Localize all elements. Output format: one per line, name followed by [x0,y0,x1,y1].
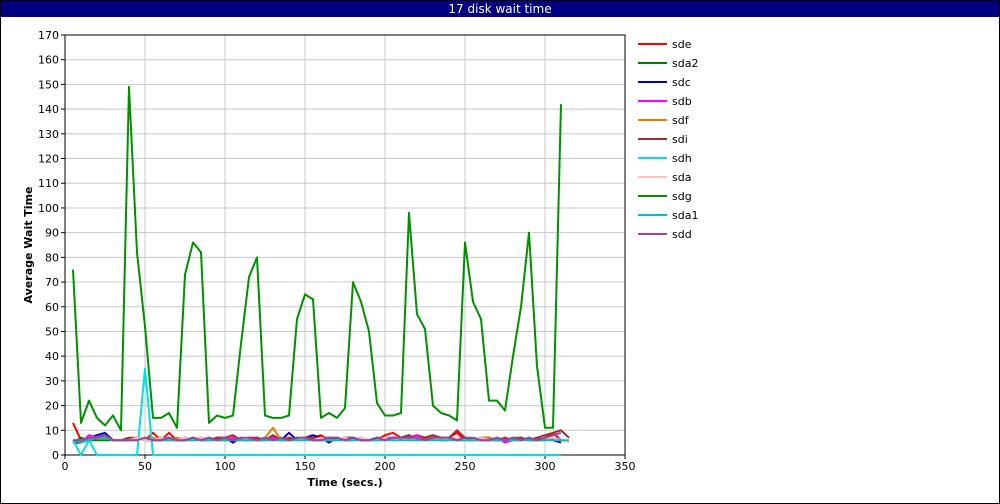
legend-label: sdb [672,95,692,108]
legend-item-sdf: sdf [638,114,690,127]
legend-label: sda2 [672,57,698,70]
y-tick-label: 100 [38,202,59,215]
legend-item-sdi: sdi [638,133,688,146]
legend-label: sdc [672,76,691,89]
chart-title-bar: 17 disk wait time [1,1,999,17]
legend-item-sdc: sdc [638,76,691,89]
legend-item-sda1: sda1 [638,209,698,222]
legend-label: sda [672,171,691,184]
y-tick-label: 140 [38,103,59,116]
y-tick-label: 130 [38,128,59,141]
series-line-sdh [72,367,561,456]
series-line-sdd [73,431,562,442]
legend-label: sda1 [672,209,698,222]
legend-label: sdh [672,152,692,165]
x-tick-label: 250 [455,460,476,473]
y-tick-label: 30 [45,375,59,388]
y-tick-label: 110 [38,177,59,190]
series-line-sdg [72,85,562,432]
legend-item-sdb: sdb [638,95,692,108]
x-tick-label: 200 [375,460,396,473]
legend-item-sdd: sdd [638,228,692,241]
legend-item-sde: sde [638,38,692,51]
y-tick-label: 40 [45,350,59,363]
y-tick-label: 150 [38,78,59,91]
series-lines [72,85,570,456]
legend-label: sdi [672,133,688,146]
y-tick-label: 120 [38,153,59,166]
axis-ticks: 0 10 20 30 40 50 60 70 80 90 100 110 120 130 140 150 160… [38,29,636,473]
x-tick-label: 350 [615,460,636,473]
legend-item-sdg: sdg [638,190,692,203]
y-axis-label: Average Wait Time [22,187,35,304]
x-tick-label: 50 [138,460,152,473]
y-tick-label: 50 [45,325,59,338]
x-tick-label: 0 [62,460,69,473]
y-tick-label: 90 [45,227,59,240]
legend-item-sda2: sda2 [638,57,698,70]
y-tick-label: 70 [45,276,59,289]
legend-label: sdf [672,114,690,127]
y-tick-label: 0 [52,449,59,462]
x-axis-label: Time (secs.) [307,476,382,489]
y-tick-label: 80 [45,251,59,264]
y-tick-label: 20 [45,400,59,413]
y-tick-label: 160 [38,54,59,67]
legend: sde sda2 sdc sdb sdf sdi sdh sda sdg sda1 sdd [638,38,698,241]
x-tick-label: 300 [535,460,556,473]
y-tick-label: 170 [38,29,59,42]
y-tick-label: 10 [45,424,59,437]
legend-label: sdd [672,228,692,241]
x-tick-label: 100 [215,460,236,473]
legend-label: sde [672,38,692,51]
legend-item-sda: sda [638,171,691,184]
y-tick-label: 60 [45,301,59,314]
legend-label: sdg [672,190,692,203]
x-tick-label: 150 [295,460,316,473]
legend-item-sdh: sdh [638,152,692,165]
